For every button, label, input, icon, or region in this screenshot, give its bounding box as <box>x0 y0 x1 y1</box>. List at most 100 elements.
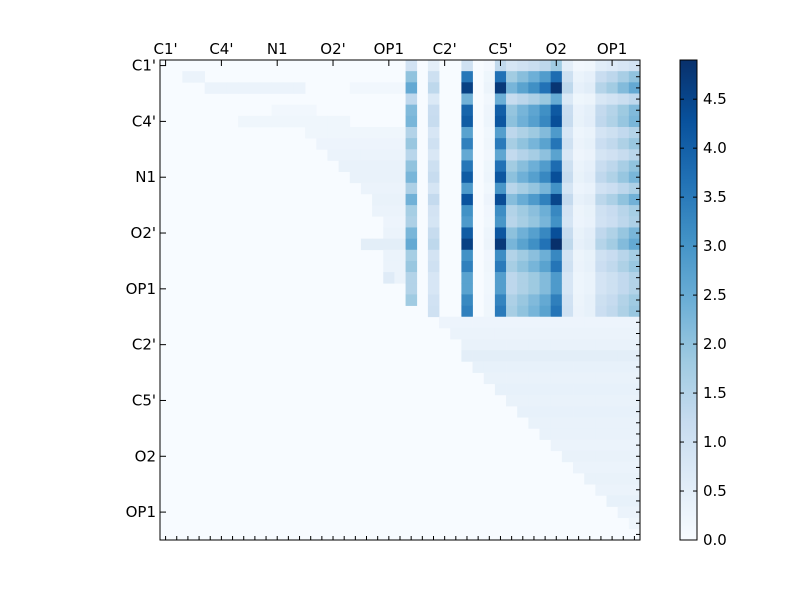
heatmap-cell <box>628 361 641 373</box>
heatmap-cell <box>584 71 596 83</box>
heatmap-cell <box>517 350 529 362</box>
heatmap-cell <box>539 383 552 396</box>
heatmap-cell <box>494 361 507 373</box>
heatmap-cell <box>506 283 518 295</box>
heatmap-cell <box>494 71 507 83</box>
heatmap-cell <box>595 316 607 329</box>
heatmap-cell <box>427 93 440 106</box>
y-tick-label: N1 <box>135 168 156 186</box>
heatmap-cell <box>383 138 395 150</box>
heatmap-cell <box>595 126 607 139</box>
heatmap-cell <box>483 260 496 273</box>
y-tick-label: C4' <box>132 112 156 130</box>
heatmap-cell <box>606 249 619 262</box>
heatmap-cell <box>617 283 630 295</box>
heatmap-cell <box>517 305 529 318</box>
heatmap-cell <box>528 383 540 396</box>
heatmap-cell <box>628 305 641 318</box>
heatmap-cell <box>394 227 406 239</box>
heatmap-cell <box>561 60 574 72</box>
heatmap-cell <box>628 205 641 217</box>
heatmap-cell <box>584 327 596 340</box>
heatmap-cell <box>427 193 440 206</box>
heatmap-cell <box>617 406 630 418</box>
heatmap-cell <box>461 305 473 318</box>
heatmap-cell <box>439 316 451 329</box>
heatmap-cell <box>573 361 585 373</box>
heatmap-cell <box>494 227 507 239</box>
heatmap-cell <box>506 182 518 195</box>
y-tick-label: C5' <box>132 391 156 409</box>
heatmap-cell <box>405 149 418 161</box>
heatmap-cell <box>405 171 418 184</box>
heatmap-cell <box>405 126 418 139</box>
heatmap-cell <box>606 294 619 306</box>
heatmap-cell <box>539 160 552 172</box>
heatmap-cell <box>461 316 473 329</box>
heatmap-cell <box>483 294 496 306</box>
heatmap-cell <box>494 104 507 117</box>
colorbar-tick-label: 4.5 <box>703 90 727 108</box>
heatmap-cell <box>494 260 507 273</box>
heatmap-cell <box>372 205 384 217</box>
heatmap-cell <box>394 216 406 228</box>
heatmap-cell <box>506 294 518 306</box>
heatmap-cell <box>405 138 418 150</box>
heatmap-cell <box>550 283 563 295</box>
heatmap-cell <box>561 394 574 407</box>
heatmap-cell <box>528 71 540 83</box>
heatmap-cell <box>494 205 507 217</box>
heatmap-cell <box>383 82 395 94</box>
heatmap-cell <box>427 171 440 184</box>
heatmap-cell <box>394 272 406 284</box>
heatmap-cell <box>539 305 552 318</box>
heatmap-cell <box>517 383 529 396</box>
heatmap-cell <box>595 428 607 440</box>
heatmap-cell <box>360 238 373 251</box>
x-tick-label: C1' <box>154 40 178 58</box>
heatmap-cell <box>595 361 607 373</box>
heatmap-cell <box>360 171 373 184</box>
heatmap-cell <box>461 104 473 117</box>
heatmap-cell <box>305 126 317 139</box>
heatmap-cell <box>394 182 406 195</box>
heatmap-cell <box>483 372 496 385</box>
heatmap-cell <box>561 361 574 373</box>
heatmap-cell <box>595 205 607 217</box>
x-tick-label: OP1 <box>597 40 627 58</box>
heatmap-cell <box>561 450 574 463</box>
heatmap-cell <box>238 82 250 94</box>
heatmap-cell <box>617 495 630 507</box>
heatmap-cell <box>584 82 596 94</box>
heatmap-cell <box>461 350 473 362</box>
heatmap-cell <box>584 126 596 139</box>
heatmap-cell <box>573 104 585 117</box>
heatmap-cell <box>383 160 395 172</box>
heatmap-cell <box>506 327 518 340</box>
heatmap-cell <box>360 138 373 150</box>
heatmap-cell <box>483 249 496 262</box>
heatmap-cell <box>561 260 574 273</box>
heatmap-cell <box>528 327 540 340</box>
heatmap-cell <box>461 93 473 106</box>
heatmap-cell <box>606 260 619 273</box>
heatmap-cell <box>617 138 630 150</box>
x-tick-labels: C1' C4' N1 O2' OP1 C2' C5' O2 OP1 <box>154 40 628 58</box>
heatmap-cell <box>595 216 607 228</box>
heatmap-cell <box>584 305 596 318</box>
heatmap-cell <box>483 149 496 161</box>
heatmap-cell <box>606 461 619 474</box>
colorbar-tick-label: 0.0 <box>703 531 727 549</box>
heatmap-cell <box>338 115 351 128</box>
heatmap-cell <box>573 305 585 318</box>
heatmap-cell <box>394 138 406 150</box>
heatmap-cell <box>494 283 507 295</box>
colorbar-tick-label: 2.0 <box>703 335 727 353</box>
heatmap-cell <box>383 182 395 195</box>
y-tick-label: OP1 <box>126 280 156 298</box>
heatmap-cell <box>349 149 362 161</box>
heatmap-cell <box>427 82 440 94</box>
heatmap-cell <box>517 316 529 329</box>
heatmap-cell <box>628 60 641 72</box>
